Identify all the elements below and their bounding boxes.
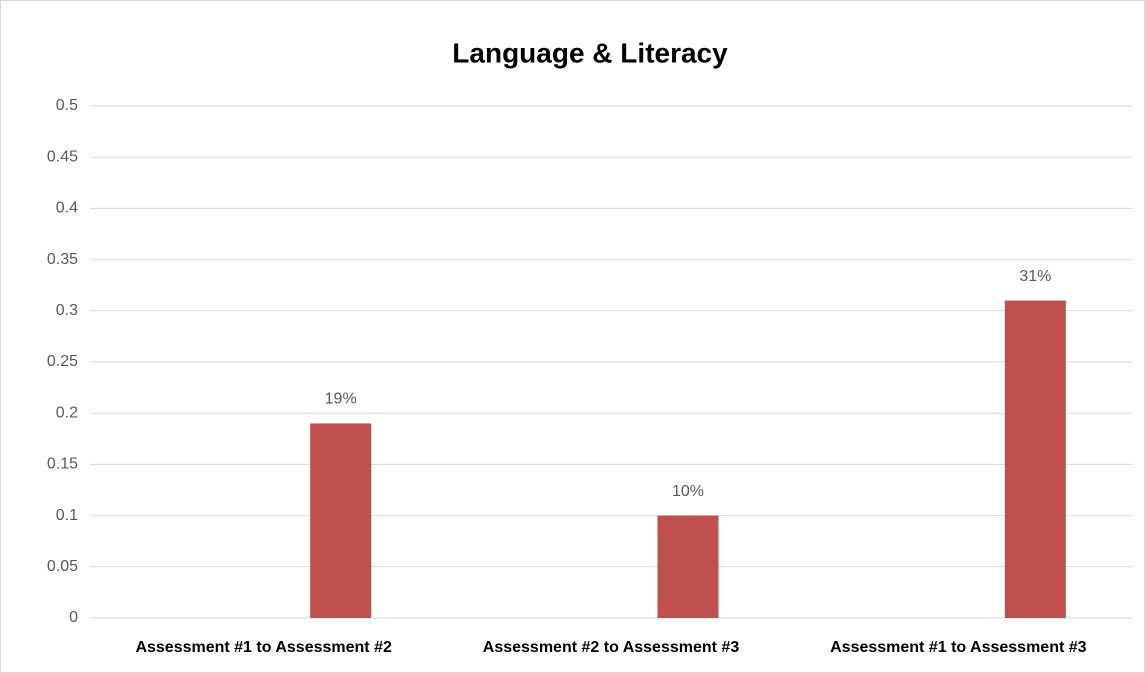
y-tick-label: 0.1 xyxy=(56,507,78,524)
y-tick-label: 0.25 xyxy=(47,353,78,370)
x-tick-label: Assessment #1 to Assessment #2 xyxy=(135,639,392,656)
bar xyxy=(657,515,719,618)
y-tick-label: 0.4 xyxy=(56,200,78,217)
y-tick-label: 0.45 xyxy=(47,148,78,165)
y-tick-label: 0.5 xyxy=(56,97,78,114)
y-tick-label: 0 xyxy=(69,609,78,626)
bar xyxy=(1004,300,1066,618)
y-tick-label: 0.3 xyxy=(56,302,78,319)
y-tick-label: 0.2 xyxy=(56,404,78,421)
data-label: 19% xyxy=(325,391,357,408)
y-tick-label: 0.35 xyxy=(47,251,78,268)
bar xyxy=(310,423,372,618)
data-label: 10% xyxy=(672,483,704,500)
y-tick-label: 0.05 xyxy=(47,558,78,575)
chart-title: Language & Literacy xyxy=(452,37,728,68)
x-tick-label: Assessment #2 to Assessment #3 xyxy=(483,639,740,656)
y-tick-label: 0.15 xyxy=(47,456,78,473)
x-tick-label: Assessment #1 to Assessment #3 xyxy=(830,639,1087,656)
data-label: 31% xyxy=(1019,268,1051,285)
